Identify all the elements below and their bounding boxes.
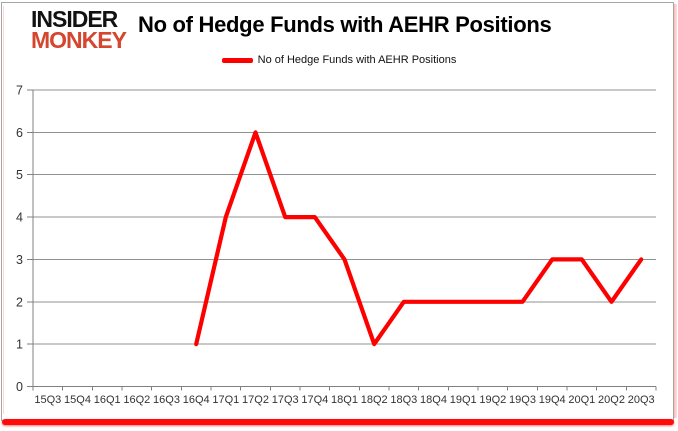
y-tick-label: 1 [16, 338, 23, 352]
logo-text-monkey: MONKEY [31, 27, 127, 53]
x-tick-label: 19Q2 [479, 394, 506, 406]
card-left-glow [3, 6, 4, 414]
legend-label: No of Hedge Funds with AEHR Positions [257, 54, 457, 66]
card-right-glow [674, 4, 677, 418]
x-tick-label: 19Q4 [539, 394, 566, 406]
y-tick-label: 5 [16, 168, 23, 182]
x-tick-label: 19Q3 [509, 394, 536, 406]
chart-title: No of Hedge Funds with AEHR Positions [138, 12, 552, 37]
logo-text-insider: INSIDER [31, 6, 118, 32]
chart-legend: No of Hedge Funds with AEHR Positions [0, 54, 678, 66]
card-frame [1, 2, 674, 421]
x-tick-label: 18Q2 [361, 394, 388, 406]
y-tick-label: 4 [16, 211, 23, 225]
y-tick-label: 2 [16, 295, 23, 309]
x-tick-label: 18Q1 [331, 394, 358, 406]
y-tick-label: 0 [16, 380, 23, 394]
x-tick-label: 16Q4 [183, 394, 210, 406]
x-tick-label: 15Q4 [64, 394, 91, 406]
x-tick-label: 17Q4 [301, 394, 328, 406]
x-tick-label: 16Q1 [94, 394, 121, 406]
legend-line-marker [221, 57, 253, 63]
x-tick-label: 20Q2 [598, 394, 625, 406]
x-tick-label: 17Q2 [242, 394, 269, 406]
x-tick-label: 16Q3 [153, 394, 180, 406]
x-tick-label: 20Q1 [568, 394, 595, 406]
x-tick-label: 15Q3 [34, 394, 61, 406]
x-tick-label: 16Q2 [123, 394, 150, 406]
series-line [194, 130, 644, 347]
x-tick-label: 18Q4 [420, 394, 447, 406]
x-tick-label: 17Q1 [212, 394, 239, 406]
x-tick-label: 20Q3 [628, 394, 655, 406]
x-tick-label: 18Q3 [390, 394, 417, 406]
x-tick-label: 17Q3 [272, 394, 299, 406]
y-tick-label: 7 [16, 84, 23, 98]
y-tick-label: 3 [16, 253, 23, 267]
y-tick-label: 6 [16, 126, 23, 140]
x-tick-label: 19Q1 [450, 394, 477, 406]
card-bottom-red-glow [2, 419, 674, 425]
insider-monkey-logo: INSIDER MONKEY [31, 6, 127, 53]
